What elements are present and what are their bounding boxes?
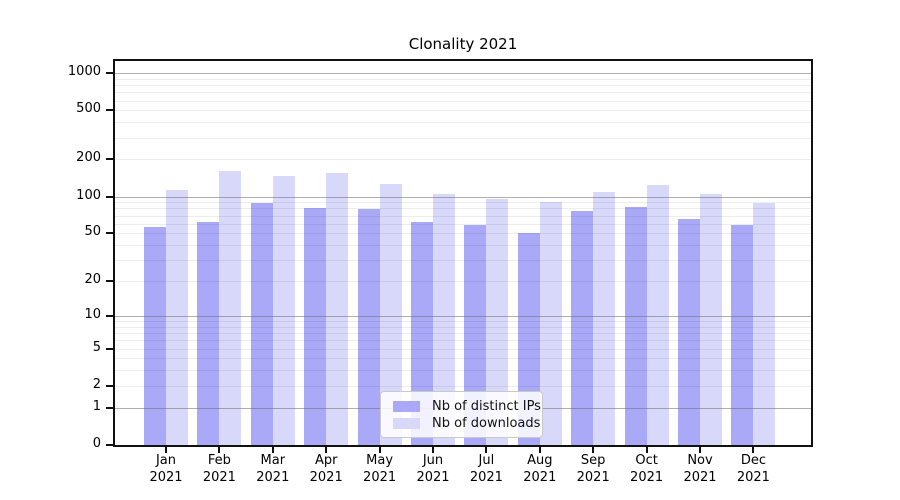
y-tick-label: 1000: [67, 64, 101, 79]
x-tick-mark: [165, 447, 167, 453]
y-tick-mark: [106, 195, 113, 198]
y-tick-mark: [106, 109, 113, 112]
x-tick-label-apr: Apr 2021: [309, 453, 343, 485]
bar-distinct-ips-may[interactable]: [357, 209, 380, 445]
gridline-minor: [115, 122, 811, 124]
x-tick-mark: [485, 447, 488, 453]
x-tick-label-aug: Aug 2021: [523, 453, 557, 485]
bar-distinct-ips-jan[interactable]: [144, 227, 166, 445]
bar-distinct-ips-sep[interactable]: [571, 211, 594, 445]
x-tick-label-sep: Sep 2021: [576, 453, 610, 485]
gridline-minor: [115, 85, 811, 86]
bar-downloads-jul[interactable]: [486, 199, 509, 445]
x-tick-label-jul: Jul 2021: [469, 453, 503, 485]
x-tick-label-nov: Nov 2021: [683, 453, 717, 485]
x-tick-mark: [592, 447, 595, 453]
y-tick-label: 10: [84, 306, 101, 322]
y-tick-label: 50: [84, 224, 101, 240]
y-tick-label: 200: [76, 150, 101, 166]
gridline-minor: [115, 110, 811, 112]
y-tick-label: 2: [92, 376, 101, 392]
x-tick-mark: [699, 447, 701, 453]
y-tick-mark: [106, 72, 113, 74]
y-tick-mark: [106, 406, 113, 409]
x-tick-label-oct: Oct 2021: [630, 453, 664, 485]
gridline-minor: [115, 78, 811, 80]
gridline-minor: [115, 159, 811, 161]
x-tick-mark: [378, 447, 381, 453]
y-tick-mark: [106, 158, 113, 161]
legend-swatch-downloads: [393, 418, 420, 429]
y-tick-mark: [106, 232, 113, 235]
x-tick-mark: [325, 447, 328, 453]
bar-downloads-apr[interactable]: [326, 173, 349, 445]
x-tick-mark: [218, 447, 221, 453]
y-tick-mark: [106, 347, 113, 350]
gridline-minor: [115, 92, 811, 94]
y-tick-label: 100: [76, 187, 101, 203]
x-tick-mark: [271, 447, 274, 453]
y-tick-mark: [106, 314, 113, 317]
bar-downloads-nov[interactable]: [700, 194, 722, 445]
bar-distinct-ips-jul[interactable]: [464, 224, 487, 445]
x-tick-label-jan: Jan 2021: [149, 453, 183, 485]
legend-label-distinct-ips: Nb of distinct IPs: [432, 399, 541, 414]
legend-label-downloads: Nb of downloads: [432, 416, 541, 431]
x-tick-label-jun: Jun 2021: [416, 453, 450, 485]
x-tick-mark: [538, 447, 541, 453]
x-tick-label-dec: Dec 2021: [736, 453, 770, 485]
x-tick-label-may: May 2021: [363, 453, 397, 485]
bar-distinct-ips-apr[interactable]: [304, 207, 327, 445]
x-tick-mark: [752, 447, 755, 453]
gridline-minor: [115, 100, 811, 102]
x-tick-mark: [645, 447, 648, 453]
bar-downloads-jun[interactable]: [433, 193, 455, 445]
y-tick-label: 1: [92, 398, 101, 414]
legend-item-downloads[interactable]: Nb of downloads: [393, 415, 542, 432]
chart-title: Clonality 2021: [408, 35, 518, 53]
x-tick-label-mar: Mar 2021: [256, 453, 290, 485]
bar-distinct-ips-oct[interactable]: [624, 207, 647, 445]
bar-distinct-ips-feb[interactable]: [197, 221, 220, 445]
x-tick-label-feb: Feb 2021: [202, 453, 236, 485]
bar-downloads-jan[interactable]: [166, 189, 188, 445]
plot-area: Nb of distinct IPs Nb of downloads: [113, 59, 813, 447]
bar-distinct-ips-mar[interactable]: [250, 203, 273, 445]
y-tick-label: 20: [84, 272, 101, 288]
bar-distinct-ips-nov[interactable]: [678, 219, 700, 445]
bar-downloads-feb[interactable]: [219, 170, 242, 445]
y-tick-mark: [106, 444, 113, 446]
gridline-major: [115, 73, 811, 74]
bar-downloads-oct[interactable]: [646, 184, 669, 445]
bar-distinct-ips-dec[interactable]: [731, 225, 754, 445]
bar-downloads-mar[interactable]: [272, 175, 295, 445]
y-tick-label: 500: [76, 101, 101, 117]
bar-downloads-dec[interactable]: [753, 203, 776, 445]
y-tick-mark: [106, 384, 113, 387]
bar-distinct-ips-jun[interactable]: [411, 221, 433, 445]
legend-swatch-distinct-ips: [393, 401, 420, 412]
y-tick-label: 0: [92, 436, 101, 451]
y-tick-label: 5: [92, 339, 101, 355]
y-tick-mark: [106, 280, 113, 283]
gridline-minor: [115, 137, 811, 139]
legend-item-distinct-ips[interactable]: Nb of distinct IPs: [393, 398, 542, 415]
bar-downloads-may[interactable]: [379, 184, 402, 445]
bar-downloads-aug[interactable]: [539, 202, 562, 445]
legend: Nb of distinct IPs Nb of downloads: [380, 391, 543, 438]
x-tick-mark: [432, 447, 434, 453]
bar-downloads-sep[interactable]: [593, 192, 616, 445]
